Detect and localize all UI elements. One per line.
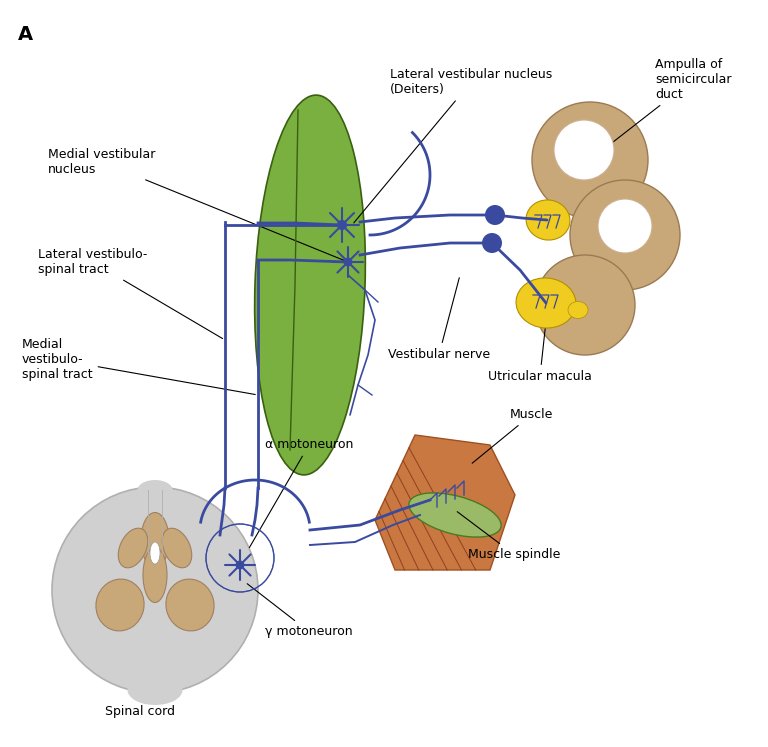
Ellipse shape: [568, 302, 588, 318]
Text: α motoneuron: α motoneuron: [250, 438, 353, 548]
Circle shape: [570, 180, 680, 290]
Text: Lateral vestibulo-
spinal tract: Lateral vestibulo- spinal tract: [38, 248, 223, 338]
Ellipse shape: [127, 675, 183, 705]
Text: Muscle spindle: Muscle spindle: [457, 512, 561, 561]
Ellipse shape: [166, 579, 214, 631]
Text: Muscle: Muscle: [472, 408, 554, 463]
Text: γ motoneuron: γ motoneuron: [247, 583, 353, 638]
Text: Spinal cord: Spinal cord: [105, 705, 175, 718]
Text: Vestibular nerve: Vestibular nerve: [388, 278, 490, 361]
Text: Lateral vestibular nucleus
(Deiters): Lateral vestibular nucleus (Deiters): [354, 68, 552, 223]
Circle shape: [337, 220, 347, 230]
Text: Utricular macula: Utricular macula: [488, 306, 592, 383]
Ellipse shape: [96, 579, 144, 631]
Ellipse shape: [581, 232, 631, 308]
Ellipse shape: [255, 95, 366, 475]
Circle shape: [52, 487, 258, 693]
Ellipse shape: [526, 200, 570, 240]
Circle shape: [482, 233, 502, 253]
Circle shape: [236, 560, 244, 569]
Ellipse shape: [584, 156, 636, 236]
Circle shape: [343, 258, 353, 267]
Ellipse shape: [409, 493, 502, 537]
Ellipse shape: [162, 528, 192, 568]
Circle shape: [532, 102, 648, 218]
Ellipse shape: [141, 512, 169, 568]
Ellipse shape: [143, 548, 167, 603]
Ellipse shape: [150, 542, 160, 564]
Text: Ampulla of
semicircular
duct: Ampulla of semicircular duct: [592, 58, 731, 158]
Text: Medial
vestibulo-
spinal tract: Medial vestibulo- spinal tract: [22, 338, 255, 394]
Text: A: A: [18, 25, 33, 44]
Text: Medial vestibular
nucleus: Medial vestibular nucleus: [48, 148, 346, 261]
Circle shape: [554, 120, 614, 180]
Ellipse shape: [516, 278, 576, 328]
Polygon shape: [375, 435, 515, 570]
Circle shape: [485, 205, 505, 225]
Ellipse shape: [137, 480, 173, 500]
Circle shape: [598, 199, 652, 253]
Circle shape: [535, 255, 635, 355]
Ellipse shape: [118, 528, 147, 568]
